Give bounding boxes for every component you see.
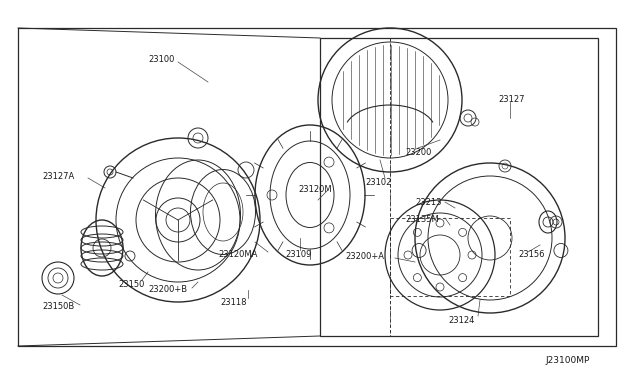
Text: 23156: 23156 xyxy=(518,250,545,259)
Text: 23109: 23109 xyxy=(285,250,312,259)
Text: 23118: 23118 xyxy=(220,298,246,307)
Text: 23100: 23100 xyxy=(148,55,174,64)
Text: 23124: 23124 xyxy=(448,316,474,325)
Text: 23135M: 23135M xyxy=(405,215,439,224)
Text: 23102: 23102 xyxy=(365,178,392,187)
Text: 23150: 23150 xyxy=(118,280,145,289)
Bar xyxy=(18,28,616,346)
Text: 23120M: 23120M xyxy=(298,185,332,194)
Text: 23200+A: 23200+A xyxy=(345,252,384,261)
Text: 23200+B: 23200+B xyxy=(148,285,187,294)
Text: 23127: 23127 xyxy=(498,95,525,104)
Text: 23150B: 23150B xyxy=(42,302,74,311)
Text: 23127A: 23127A xyxy=(42,172,74,181)
Bar xyxy=(390,218,510,296)
Text: 23200: 23200 xyxy=(405,148,431,157)
Bar xyxy=(320,38,598,336)
Text: 23213: 23213 xyxy=(415,198,442,207)
Text: 23120MA: 23120MA xyxy=(218,250,257,259)
Text: J23100MP: J23100MP xyxy=(546,356,590,365)
